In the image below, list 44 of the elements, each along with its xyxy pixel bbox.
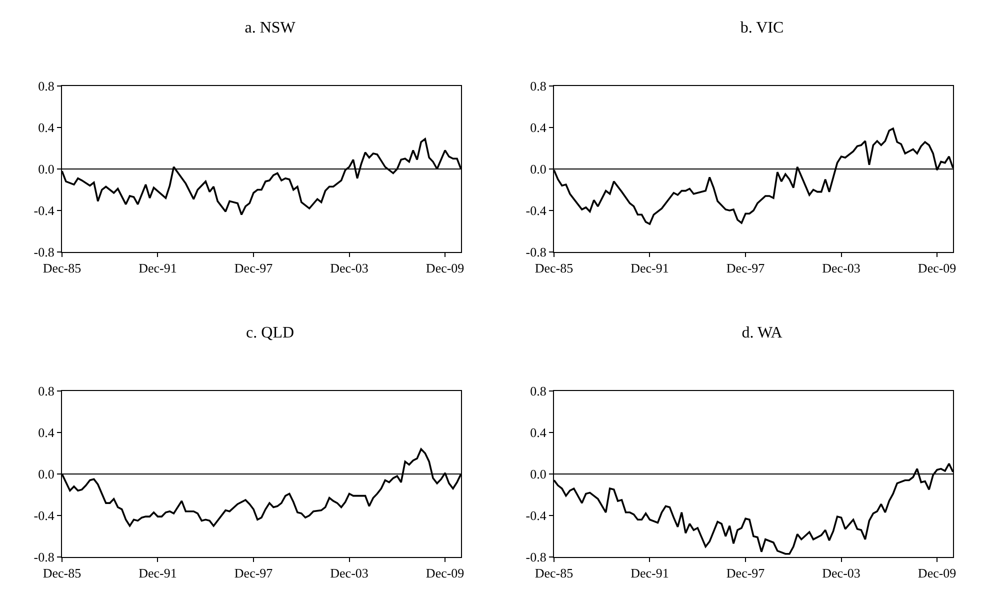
x-tick-label: Dec-09 — [426, 260, 464, 276]
x-tick-label: Dec-03 — [330, 566, 368, 581]
x-tick-label: Dec-09 — [918, 260, 956, 276]
x-tick-label: Dec-97 — [234, 566, 274, 581]
x-tick-label: Dec-85 — [42, 260, 82, 276]
x-tick-label: Dec-85 — [42, 566, 82, 581]
y-tick-label: 0.4 — [530, 120, 547, 136]
x-tick-label: Dec-03 — [330, 260, 368, 276]
y-tick-label: 0.8 — [38, 384, 54, 399]
y-tick-label: -0.8 — [34, 244, 54, 260]
chart-title: d. WA — [742, 324, 783, 342]
y-tick-label: 0.8 — [530, 384, 546, 399]
y-tick-label: -0.4 — [34, 203, 55, 218]
x-tick-label: Dec-85 — [534, 566, 574, 581]
y-tick-label: -0.8 — [526, 550, 546, 565]
x-tick-label: Dec-03 — [822, 566, 860, 581]
x-tick-label: Dec-09 — [426, 566, 464, 581]
y-tick-label: -0.4 — [526, 508, 547, 524]
y-tick-label: 0.8 — [530, 78, 546, 94]
y-tick-label: 0.4 — [38, 425, 55, 440]
y-tick-label: -0.4 — [526, 203, 547, 218]
x-tick-label: Dec-85 — [534, 260, 574, 276]
x-tick-label: Dec-97 — [234, 260, 274, 276]
y-tick-label: 0.0 — [530, 466, 546, 482]
y-tick-label: 0.0 — [530, 162, 546, 177]
y-tick-label: 0.0 — [38, 162, 54, 177]
y-tick-label: 0.4 — [530, 425, 547, 440]
x-tick-label: Dec-91 — [138, 260, 177, 276]
chart-title: b. VIC — [740, 19, 784, 36]
x-tick-label: Dec-91 — [630, 566, 669, 581]
y-tick-label: 0.0 — [38, 466, 54, 482]
x-tick-label: Dec-91 — [630, 260, 669, 276]
y-tick-label: 0.8 — [38, 78, 54, 94]
y-tick-label: -0.8 — [526, 244, 546, 260]
x-tick-label: Dec-97 — [726, 566, 766, 581]
x-tick-label: Dec-03 — [822, 260, 860, 276]
x-tick-label: Dec-91 — [138, 566, 177, 581]
y-tick-label: 0.4 — [38, 120, 55, 136]
y-tick-label: -0.8 — [34, 550, 54, 565]
x-tick-label: Dec-97 — [726, 260, 766, 276]
chart-title: a. NSW — [244, 19, 296, 36]
y-tick-label: -0.4 — [34, 508, 55, 524]
x-tick-label: Dec-09 — [918, 566, 956, 581]
chart-title: c. QLD — [246, 324, 294, 342]
